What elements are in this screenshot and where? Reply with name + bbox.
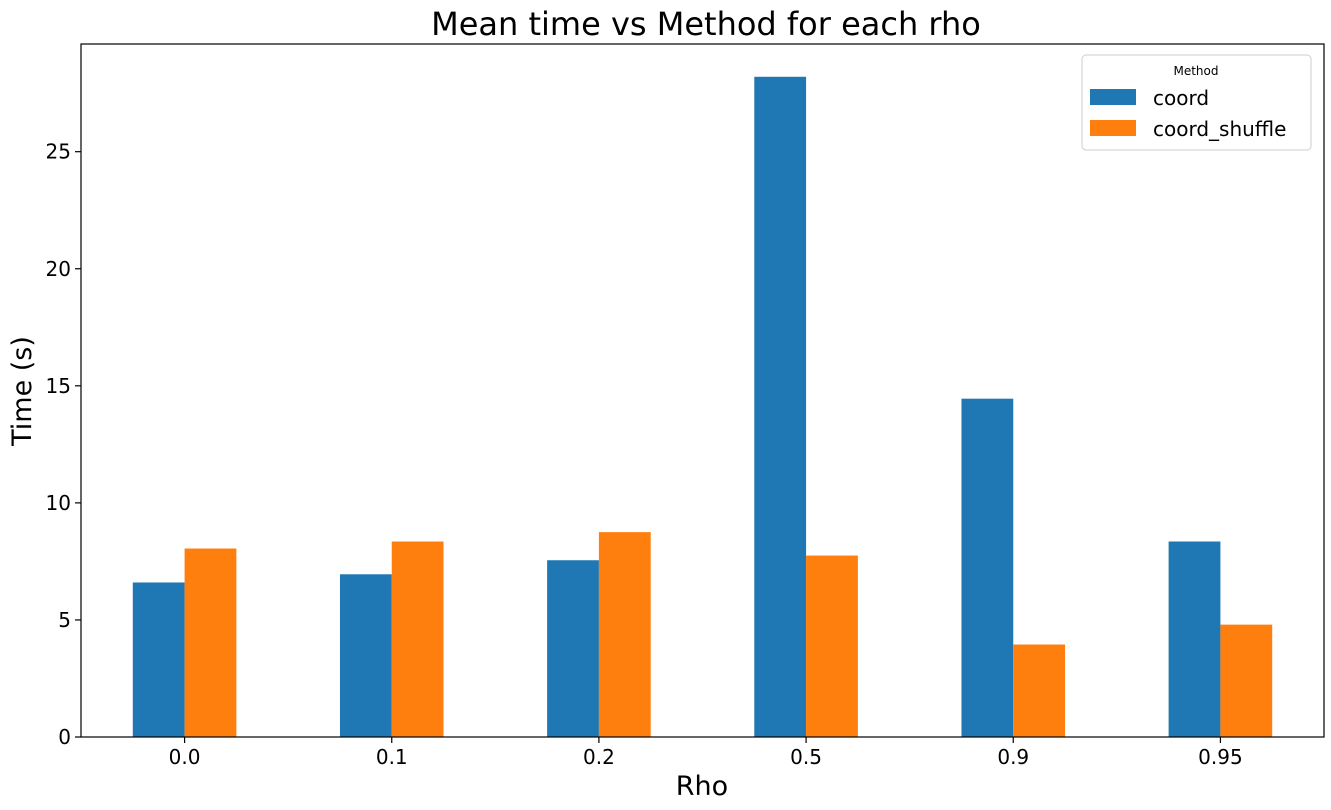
bar-coord-shuffle-0-0: [184, 548, 237, 737]
x-axis-label: Rho: [676, 771, 728, 802]
chart-title: Mean time vs Method for each rho: [431, 5, 981, 43]
bar-coord-shuffle-0-1: [391, 541, 444, 737]
y-tick-label: 15: [46, 374, 71, 398]
legend-swatch-coord: [1090, 89, 1136, 105]
y-axis-label: Time (s): [7, 336, 38, 447]
x-tick-label: 0.5: [790, 745, 822, 769]
bar-coord-shuffle-0-95: [1220, 624, 1273, 737]
y-tick-label: 10: [46, 491, 71, 515]
x-tick-label: 0.1: [376, 745, 408, 769]
legend-label-coord: coord: [1153, 86, 1209, 110]
y-tick-label: 25: [46, 140, 71, 164]
bar-coord-0-95: [1168, 541, 1221, 737]
x-tick-label: 0.95: [1198, 745, 1243, 769]
x-axis-ticks: 0.0 0.1 0.2 0.5 0.9 0.95: [169, 737, 1243, 769]
y-axis-ticks: 0 5 10 15 20 25: [46, 140, 81, 749]
bar-coord-shuffle-0-2: [598, 532, 651, 737]
bar-coord-0-2: [547, 560, 599, 737]
bar-coord-0-1: [339, 574, 392, 737]
bar-coord-0-9: [961, 398, 1014, 737]
legend: Method coord coord_shuffle: [1081, 54, 1312, 151]
y-tick-label: 5: [58, 608, 71, 632]
y-tick-label: 0: [58, 725, 71, 749]
legend-box: [1081, 54, 1312, 151]
bar-coord-shuffle-0-9: [1013, 644, 1066, 737]
legend-label-coord-shuffle: coord_shuffle: [1153, 117, 1286, 141]
x-tick-label: 0.2: [583, 745, 615, 769]
plot-frame: [80, 43, 1325, 738]
bar-coord-0-0: [132, 582, 185, 737]
bars-group: [132, 76, 1273, 737]
legend-swatch-coord-shuffle: [1090, 120, 1136, 136]
x-tick-label: 0.9: [997, 745, 1029, 769]
x-tick-label: 0.0: [169, 745, 201, 769]
bar-coord-shuffle-0-5: [806, 555, 858, 737]
legend-title: Method: [1173, 64, 1218, 78]
y-tick-label: 20: [46, 257, 71, 281]
bar-coord-0-5: [754, 76, 807, 737]
